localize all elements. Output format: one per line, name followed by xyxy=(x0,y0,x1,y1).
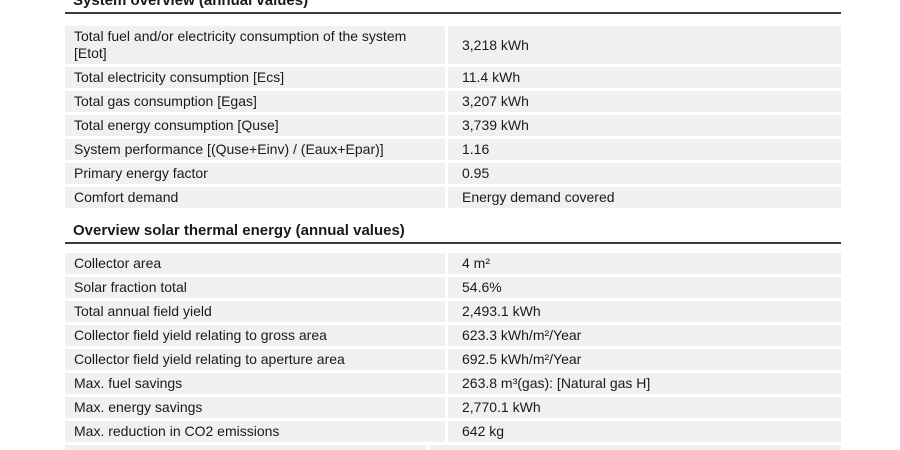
row-label: Max. reduction in CO2 emissions xyxy=(65,421,445,442)
row-label: Total energy consumption [Quse] xyxy=(65,115,445,136)
partial-next-row xyxy=(65,445,841,450)
row-value: 3,207 kWh xyxy=(448,91,841,112)
table-row: Max. reduction in CO2 emissions 642 kg xyxy=(65,421,841,442)
row-value: 11.4 kWh xyxy=(448,67,841,88)
row-label: Collector area xyxy=(65,253,445,274)
section-solar-thermal-overview: Overview solar thermal energy (annual va… xyxy=(65,222,841,442)
row-value: 2,493.1 kWh xyxy=(448,301,841,322)
table-row: Max. fuel savings 263.8 m³(gas): [Natural… xyxy=(65,373,841,394)
row-label: Comfort demand xyxy=(65,187,445,208)
table-row: Collector area 4 m² xyxy=(65,253,841,274)
row-label: Collector field yield relating to apertu… xyxy=(65,349,445,370)
table-row: Collector field yield relating to gross … xyxy=(65,325,841,346)
row-label: Max. energy savings xyxy=(65,397,445,418)
row-label: Total annual field yield xyxy=(65,301,445,322)
row-value: 54.6% xyxy=(448,277,841,298)
table-row: Total fuel and/or electricity consumptio… xyxy=(65,26,841,64)
table-row: Max. energy savings 2,770.1 kWh xyxy=(65,397,841,418)
section-system-overview: System overview (annual values) Total fu… xyxy=(65,0,841,208)
row-label: Total electricity consumption [Ecs] xyxy=(65,67,445,88)
table-row: Total gas consumption [Egas] 3,207 kWh xyxy=(65,91,841,112)
row-value: 2,770.1 kWh xyxy=(448,397,841,418)
system-overview-table: Total fuel and/or electricity consumptio… xyxy=(65,26,841,208)
row-value xyxy=(430,445,841,450)
section-underline xyxy=(65,12,841,14)
row-value: 623.3 kWh/m²/Year xyxy=(448,325,841,346)
row-value: 0.95 xyxy=(448,163,841,184)
row-value: 3,739 kWh xyxy=(448,115,841,136)
section-underline xyxy=(65,242,841,244)
row-value: Energy demand covered xyxy=(448,187,841,208)
row-label: Max. fuel savings xyxy=(65,373,445,394)
row-label: Primary energy factor xyxy=(65,163,445,184)
solar-thermal-table: Collector area 4 m² Solar fraction total 54… xyxy=(65,253,841,442)
row-label xyxy=(65,445,427,450)
row-value: 1.16 xyxy=(448,139,841,160)
row-label: Total gas consumption [Egas] xyxy=(65,91,445,112)
row-label: Total fuel and/or electricity consumptio… xyxy=(65,26,445,64)
table-row: Solar fraction total 54.6% xyxy=(65,277,841,298)
row-value: 692.5 kWh/m²/Year xyxy=(448,349,841,370)
table-row: Total energy consumption [Quse] 3,739 kWh xyxy=(65,115,841,136)
table-row: Total annual field yield 2,493.1 kWh xyxy=(65,301,841,322)
table-row: Comfort demand Energy demand covered xyxy=(65,187,841,208)
table-row: Total electricity consumption [Ecs] 11.4 … xyxy=(65,67,841,88)
section-title-solar-thermal: Overview solar thermal energy (annual va… xyxy=(73,222,405,239)
row-label: Solar fraction total xyxy=(65,277,445,298)
table-row: System performance [(Quse+Einv) / (Eaux+… xyxy=(65,139,841,160)
row-value: 4 m² xyxy=(448,253,841,274)
table-row: Primary energy factor 0.95 xyxy=(65,163,841,184)
table-row: Collector field yield relating to apertu… xyxy=(65,349,841,370)
section-title-system-overview: System overview (annual values) xyxy=(73,0,309,9)
row-value: 642 kg xyxy=(448,421,841,442)
row-value: 263.8 m³(gas): [Natural gas H] xyxy=(448,373,841,394)
row-value: 3,218 kWh xyxy=(448,26,841,64)
report-page: System overview (annual values) Total fu… xyxy=(65,0,841,450)
row-label: System performance [(Quse+Einv) / (Eaux+… xyxy=(65,139,445,160)
row-label: Collector field yield relating to gross … xyxy=(65,325,445,346)
